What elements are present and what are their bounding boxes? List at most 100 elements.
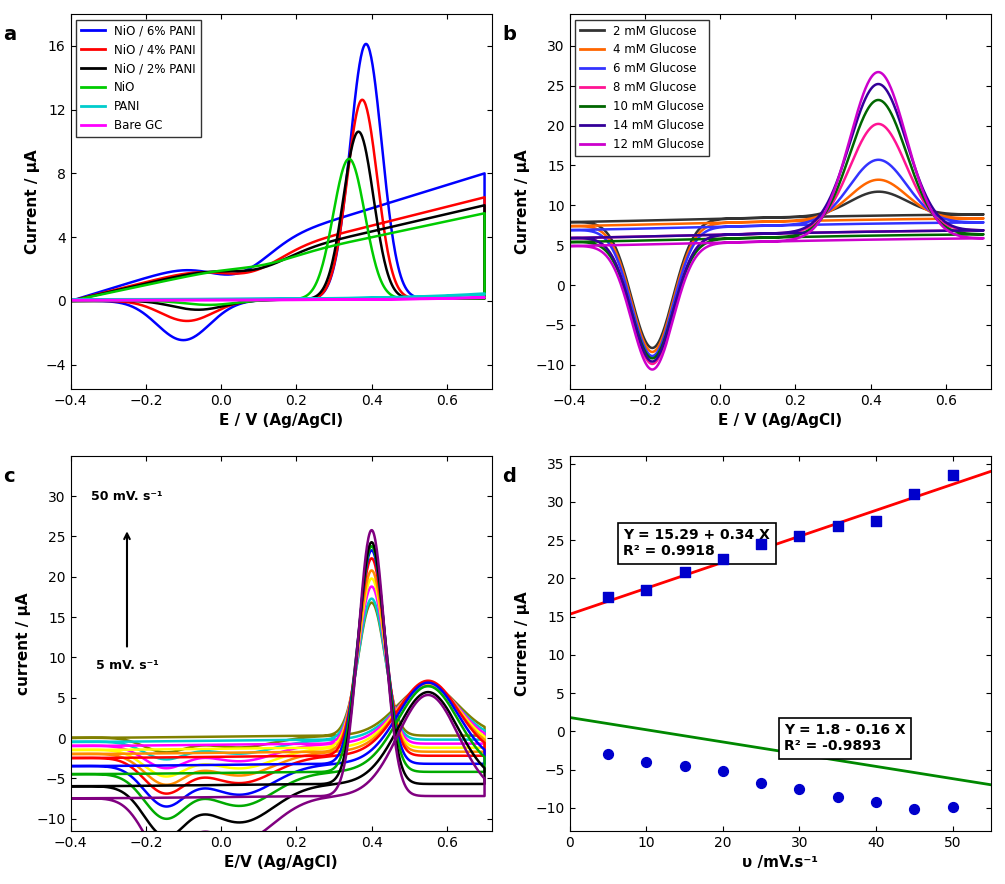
12 mM Glucose	[924, 202, 936, 212]
12 mM Glucose	[704, 238, 716, 248]
X-axis label: υ /mV.s⁻¹: υ /mV.s⁻¹	[743, 855, 818, 870]
12 mM Glucose	[673, 239, 685, 249]
6 mM Glucose	[564, 225, 576, 235]
10 mM Glucose	[704, 233, 716, 244]
8 mM Glucose	[704, 230, 716, 240]
Text: Y = 15.29 + 0.34 X
R² = 0.9918: Y = 15.29 + 0.34 X R² = 0.9918	[623, 528, 770, 559]
14 mM Glucose	[564, 232, 576, 243]
12 mM Glucose	[939, 233, 951, 244]
8 mM Glucose	[564, 232, 576, 243]
14 mM Glucose	[872, 79, 884, 89]
2 mM Glucose	[872, 187, 884, 197]
Point	[868, 514, 884, 528]
Y-axis label: Current / μA: Current / μA	[515, 149, 530, 254]
Y-axis label: Current / μA: Current / μA	[25, 149, 40, 254]
6 mM Glucose	[924, 205, 936, 216]
4 mM Glucose	[924, 206, 936, 217]
10 mM Glucose	[673, 234, 685, 245]
14 mM Glucose	[939, 225, 951, 236]
Line: 2 mM Glucose: 2 mM Glucose	[570, 192, 984, 348]
Point	[600, 747, 616, 761]
12 mM Glucose	[956, 233, 968, 244]
8 mM Glucose	[939, 225, 951, 236]
Text: Y = 1.8 - 0.16 X
R² = -0.9893: Y = 1.8 - 0.16 X R² = -0.9893	[784, 723, 906, 753]
4 mM Glucose	[564, 221, 576, 232]
14 mM Glucose	[673, 231, 685, 241]
Point	[792, 781, 808, 796]
14 mM Glucose	[843, 141, 855, 151]
Point	[638, 755, 654, 769]
10 mM Glucose	[843, 152, 855, 163]
10 mM Glucose	[872, 95, 884, 105]
Point	[945, 468, 961, 482]
Point	[868, 796, 884, 810]
Line: 8 mM Glucose: 8 mM Glucose	[570, 124, 984, 364]
4 mM Glucose	[843, 192, 855, 202]
Point	[600, 591, 616, 605]
4 mM Glucose	[646, 347, 658, 357]
6 mM Glucose	[939, 217, 951, 228]
Point	[638, 583, 654, 597]
8 mM Glucose	[872, 118, 884, 129]
10 mM Glucose	[564, 237, 576, 248]
10 mM Glucose	[646, 353, 658, 363]
Point	[676, 759, 692, 774]
2 mM Glucose	[924, 205, 936, 216]
Line: 12 mM Glucose: 12 mM Glucose	[570, 72, 984, 370]
6 mM Glucose	[646, 351, 658, 362]
X-axis label: E / V (Ag/AgCl): E / V (Ag/AgCl)	[719, 413, 842, 428]
14 mM Glucose	[956, 225, 968, 236]
Point	[676, 565, 692, 579]
6 mM Glucose	[704, 222, 716, 232]
8 mM Glucose	[843, 164, 855, 175]
X-axis label: E/V (Ag/AgCl): E/V (Ag/AgCl)	[224, 855, 338, 870]
Text: 50 mV. s⁻¹: 50 mV. s⁻¹	[91, 491, 163, 503]
X-axis label: E / V (Ag/AgCl): E / V (Ag/AgCl)	[219, 413, 344, 428]
Point	[830, 519, 846, 533]
2 mM Glucose	[956, 210, 968, 220]
6 mM Glucose	[564, 225, 576, 235]
Text: c: c	[3, 467, 15, 486]
12 mM Glucose	[646, 364, 658, 375]
Line: 10 mM Glucose: 10 mM Glucose	[570, 100, 984, 358]
8 mM Glucose	[956, 225, 968, 236]
14 mM Glucose	[564, 232, 576, 243]
2 mM Glucose	[646, 343, 658, 354]
10 mM Glucose	[564, 237, 576, 248]
4 mM Glucose	[673, 218, 685, 229]
2 mM Glucose	[564, 217, 576, 227]
Point	[715, 764, 731, 778]
4 mM Glucose	[956, 213, 968, 224]
14 mM Glucose	[646, 356, 658, 367]
Line: 4 mM Glucose: 4 mM Glucose	[570, 179, 984, 352]
10 mM Glucose	[924, 204, 936, 215]
12 mM Glucose	[564, 240, 576, 251]
12 mM Glucose	[843, 137, 855, 148]
Point	[945, 800, 961, 814]
6 mM Glucose	[872, 155, 884, 165]
Line: 6 mM Glucose: 6 mM Glucose	[570, 160, 984, 356]
12 mM Glucose	[872, 67, 884, 78]
Point	[907, 802, 923, 816]
4 mM Glucose	[872, 174, 884, 185]
Point	[753, 537, 769, 551]
Text: d: d	[502, 467, 516, 486]
14 mM Glucose	[924, 198, 936, 209]
14 mM Glucose	[704, 230, 716, 240]
10 mM Glucose	[939, 229, 951, 240]
Y-axis label: current / μA: current / μA	[16, 592, 31, 695]
Point	[907, 487, 923, 501]
Point	[715, 552, 731, 567]
4 mM Glucose	[939, 213, 951, 224]
8 mM Glucose	[924, 205, 936, 216]
6 mM Glucose	[673, 223, 685, 233]
Text: b: b	[502, 25, 516, 44]
2 mM Glucose	[673, 215, 685, 225]
Legend: 2 mM Glucose, 4 mM Glucose, 6 mM Glucose, 8 mM Glucose, 10 mM Glucose, 14 mM Glu: 2 mM Glucose, 4 mM Glucose, 6 mM Glucose…	[576, 19, 709, 156]
Point	[830, 790, 846, 804]
10 mM Glucose	[956, 229, 968, 240]
Line: 14 mM Glucose: 14 mM Glucose	[570, 84, 984, 362]
12 mM Glucose	[564, 240, 576, 251]
4 mM Glucose	[704, 217, 716, 228]
8 mM Glucose	[646, 359, 658, 370]
